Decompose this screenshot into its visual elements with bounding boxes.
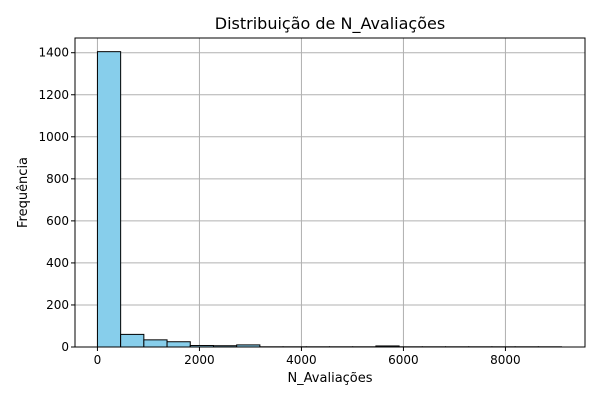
- chart-title: Distribuição de N_Avaliações: [215, 14, 445, 34]
- plot-frame: [74, 37, 586, 348]
- y-tick-label: 400: [46, 256, 69, 270]
- bars-layer: [96, 51, 563, 348]
- x-tick-label: 2000: [184, 353, 215, 367]
- y-tick-label: 800: [46, 172, 69, 186]
- y-tick-label: 200: [46, 298, 69, 312]
- grid-layer: [75, 38, 585, 348]
- y-tick-label: 1400: [38, 46, 69, 60]
- y-tick-label: 1000: [38, 130, 69, 144]
- y-tick-label: 1200: [38, 88, 69, 102]
- x-tick-label: 0: [94, 353, 102, 367]
- x-tick-label: 6000: [388, 353, 419, 367]
- histogram-bar: [96, 51, 122, 348]
- x-axis-label: N_Avaliações: [287, 371, 372, 386]
- histogram-bar: [143, 339, 168, 348]
- x-tick-label: 4000: [286, 353, 317, 367]
- histogram-bar: [166, 341, 191, 348]
- y-tick-label: 600: [46, 214, 69, 228]
- y-tick-label: 0: [61, 340, 69, 354]
- x-tick-label: 8000: [490, 353, 521, 367]
- histogram-bar: [120, 333, 145, 348]
- y-axis-label: Frequência: [16, 157, 31, 228]
- ticks-layer: 0 2000 4000 6000 8000 0 200 400 600 800 1000 1200 14…: [38, 46, 520, 367]
